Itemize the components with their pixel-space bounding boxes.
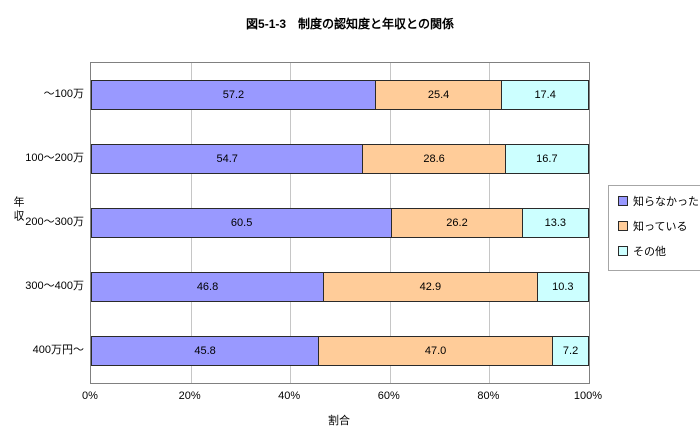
y-tick-label: ～100万 xyxy=(43,88,84,100)
x-tick-label: 80% xyxy=(477,390,500,402)
bar-row: 46.8 42.9 10.3 xyxy=(91,255,589,319)
y-tick-label: 100～200万 xyxy=(25,152,84,164)
legend-label: 知っている xyxy=(633,221,688,233)
bar-segment-知らなかった: 46.8 xyxy=(91,272,325,302)
bar-segment-その他: 17.4 xyxy=(502,80,589,110)
x-axis-title: 割合 xyxy=(328,415,350,427)
bar-segment-知らなかった: 57.2 xyxy=(91,80,376,110)
legend-swatch xyxy=(618,221,628,231)
bar-segment-その他: 16.7 xyxy=(505,144,589,174)
stacked-bar: 45.8 47.0 7.2 xyxy=(91,336,589,366)
x-tick-label: 60% xyxy=(377,390,400,402)
bar-segment-その他: 10.3 xyxy=(537,272,589,302)
y-tick-label: 400万円～ xyxy=(32,344,84,356)
bar-row: 60.5 26.2 13.3 xyxy=(91,191,589,255)
bar-segment-その他: 7.2 xyxy=(553,336,589,366)
bar-segment-知っている: 25.4 xyxy=(375,80,503,110)
legend-item: その他 xyxy=(618,243,699,259)
stacked-bar: 57.2 25.4 17.4 xyxy=(91,80,589,110)
x-tick-label: 0% xyxy=(82,390,98,402)
bar-segment-知っている: 42.9 xyxy=(324,272,538,302)
y-tick-label: 200～300万 xyxy=(25,216,84,228)
y-tick-label: 300～400万 xyxy=(25,280,84,292)
plot-area: 57.2 25.4 17.4 54.7 28.6 16.7 60.5 26.2 13.3 46.8… xyxy=(90,62,590,384)
legend-label: 知らなかった xyxy=(633,196,699,208)
stacked-bar: 46.8 42.9 10.3 xyxy=(91,272,589,302)
bar-row: 54.7 28.6 16.7 xyxy=(91,127,589,191)
x-tick-label: 20% xyxy=(178,390,201,402)
bar-segment-知らなかった: 60.5 xyxy=(91,208,393,238)
bar-row: 57.2 25.4 17.4 xyxy=(91,63,589,127)
legend-swatch xyxy=(618,246,628,256)
legend-item: 知らなかった xyxy=(618,193,699,209)
x-tick-label: 40% xyxy=(278,390,301,402)
chart-title: 図5-1-3 制度の認知度と年収との関係 xyxy=(246,17,454,31)
bar-segment-その他: 13.3 xyxy=(522,208,589,238)
bar-segment-知らなかった: 54.7 xyxy=(91,144,364,174)
stacked-bar: 60.5 26.2 13.3 xyxy=(91,208,589,238)
legend: 知らなかった 知っているその他 xyxy=(608,185,700,271)
bar-row: 45.8 47.0 7.2 xyxy=(91,319,589,383)
bar-segment-知っている: 26.2 xyxy=(392,208,523,238)
legend-label: その他 xyxy=(633,246,666,258)
legend-swatch xyxy=(618,196,628,206)
legend-item: 知っている xyxy=(618,218,699,234)
stacked-bar: 54.7 28.6 16.7 xyxy=(91,144,589,174)
bar-segment-知らなかった: 45.8 xyxy=(91,336,320,366)
y-axis-title: 年収 xyxy=(12,196,24,224)
bar-segment-知っている: 47.0 xyxy=(319,336,554,366)
x-tick-label: 100% xyxy=(573,390,603,402)
bar-segment-知っている: 28.6 xyxy=(363,144,506,174)
